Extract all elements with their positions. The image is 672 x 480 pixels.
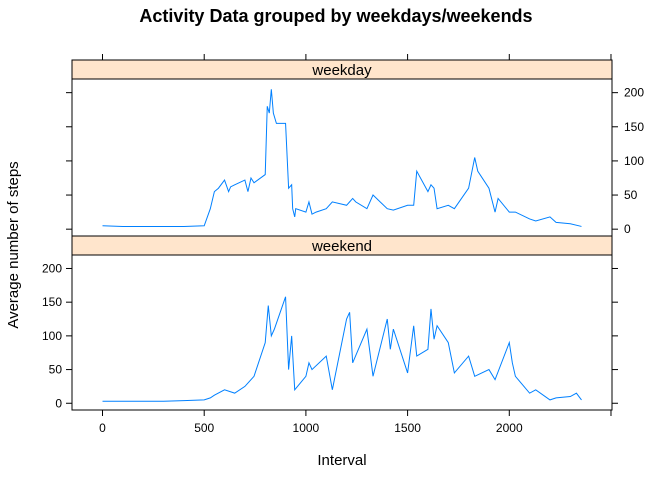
x-tick-label: 1500 <box>394 421 421 435</box>
y-tick-label-weekend: 0 <box>55 396 62 410</box>
x-tick-label: 1000 <box>293 421 320 435</box>
frame-weekday <box>71 78 613 237</box>
y-axis-label: Average number of steps <box>5 161 22 328</box>
y-tick-label-weekday: 0 <box>624 222 631 236</box>
panel-weekend: weekend <box>71 235 613 411</box>
y-tick-label-weekend: 150 <box>42 295 62 309</box>
series-line-weekday <box>102 89 582 227</box>
y-tick-label-weekday: 50 <box>624 188 638 202</box>
strip-label-weekday: weekday <box>311 62 372 79</box>
frame-weekend <box>71 254 613 411</box>
y-tick-label-weekday: 150 <box>624 120 644 134</box>
y-tick-label-weekend: 50 <box>49 363 63 377</box>
series-line-weekend <box>102 296 582 402</box>
axis-ticks: 0 500 1000 1500 2000 0 0 50 50 100 100 150 150 200 200 <box>42 54 644 435</box>
y-tick-label-weekday: 100 <box>624 154 644 168</box>
x-axis-label: Interval <box>317 452 366 469</box>
x-tick-label: 500 <box>194 421 214 435</box>
y-tick-label-weekday: 200 <box>624 86 644 100</box>
y-tick-label-weekend: 100 <box>42 329 62 343</box>
strip-label-weekend: weekend <box>311 238 372 255</box>
panel-weekday: weekday <box>71 59 613 237</box>
y-tick-label-weekend: 200 <box>42 261 62 275</box>
x-tick-label: 0 <box>99 421 106 435</box>
chart-title: Activity Data grouped by weekdays/weeken… <box>139 6 532 26</box>
x-tick-label: 2000 <box>496 421 523 435</box>
